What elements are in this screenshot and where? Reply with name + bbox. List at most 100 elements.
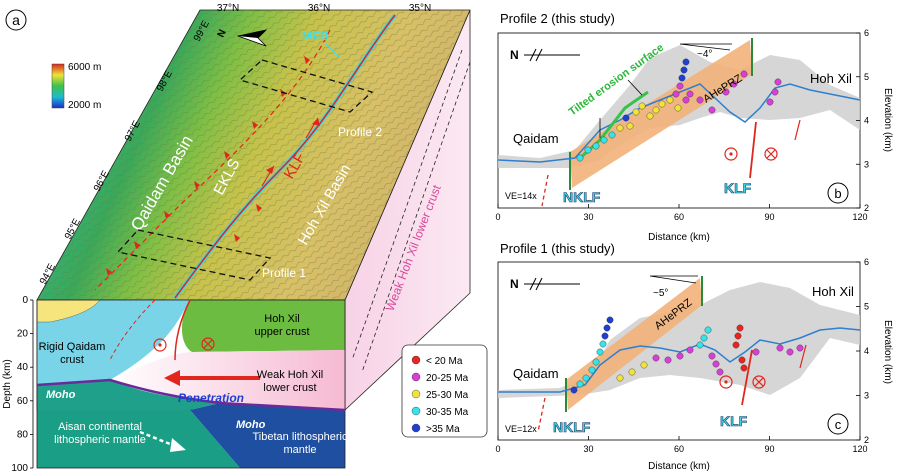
legend-swatch bbox=[411, 406, 421, 416]
x-tick-label: 90 bbox=[764, 444, 774, 454]
profile2-samples bbox=[576, 58, 782, 162]
qaidam-sediment bbox=[36, 299, 101, 323]
aisan-label-1: Aisan continental bbox=[58, 421, 142, 433]
profile2-into-page-icon bbox=[764, 147, 778, 161]
y-tick-label: 2 bbox=[864, 435, 869, 445]
weak-lower-label-1: Weak Hoh Xil bbox=[257, 369, 323, 381]
profile2-east-fault bbox=[794, 119, 801, 141]
profile2-angle-symbol bbox=[679, 43, 732, 51]
aisan-mantle bbox=[37, 380, 220, 410]
legend-item-label: 30-35 Ma bbox=[426, 407, 469, 418]
x-tick-label: 0 bbox=[495, 444, 500, 454]
sample-point bbox=[686, 90, 694, 98]
y-tick-label: 6 bbox=[864, 257, 869, 267]
sample-point bbox=[752, 348, 760, 356]
x-tick-label: 30 bbox=[583, 444, 593, 454]
profile2-nklf-label: NKLF bbox=[563, 189, 601, 205]
y-tick-label: 6 bbox=[864, 28, 869, 38]
x-tick-label: 30 bbox=[583, 212, 593, 222]
legend-swatch bbox=[411, 355, 421, 365]
into-page-cross-icon bbox=[203, 339, 213, 349]
sample-point bbox=[606, 316, 614, 324]
profile1-qaidam-label: Qaidam bbox=[513, 366, 559, 381]
out-of-page-dot-icon bbox=[158, 343, 162, 347]
x-tick-label: 120 bbox=[852, 212, 867, 222]
sample-point bbox=[616, 124, 624, 132]
profile1-into-page-cross-icon bbox=[754, 377, 764, 387]
x-tick-label: 90 bbox=[764, 212, 774, 222]
sample-point bbox=[596, 348, 604, 356]
sample-point bbox=[664, 356, 672, 364]
sample-point bbox=[599, 340, 607, 348]
tibetan-label-1: Tibetan lithospheric bbox=[253, 431, 348, 443]
sample-point bbox=[736, 324, 744, 332]
sample-point bbox=[771, 88, 779, 96]
meb-label: MEB bbox=[302, 29, 329, 43]
y-tick-label: 5 bbox=[864, 72, 869, 82]
profile2-box bbox=[238, 59, 374, 113]
north-arrow-icon bbox=[236, 29, 268, 47]
profile2-title: Profile 2 (this study) bbox=[500, 11, 615, 26]
profile1-klf-fault bbox=[741, 349, 753, 406]
profile2-map-label: Profile 2 bbox=[338, 125, 382, 139]
profile1-out-of-page-dot-icon bbox=[724, 380, 728, 384]
profile1-north-label: N bbox=[510, 277, 519, 291]
profile1-samples bbox=[570, 316, 804, 394]
profile2-out-of-page-dot-icon bbox=[729, 152, 733, 156]
sample-point bbox=[676, 352, 684, 360]
profile1-box bbox=[116, 229, 272, 281]
sample-point bbox=[774, 78, 782, 86]
profile1-y-title: Elevation (km) bbox=[882, 320, 893, 384]
profile2-aheprz-band bbox=[570, 40, 752, 188]
y-tick-label: 4 bbox=[864, 346, 869, 356]
sample-point bbox=[678, 74, 686, 82]
depth-tick-label: 100 bbox=[11, 463, 28, 472]
lat-label-37: 37°N bbox=[217, 3, 239, 14]
panel-a: a 6000 m 2000 m bbox=[2, 3, 471, 472]
profile2-out-of-page-icon bbox=[724, 147, 738, 161]
sample-point bbox=[680, 66, 688, 74]
tibetan-label-2: mantle bbox=[283, 444, 316, 456]
lat-label-36: 36°N bbox=[308, 3, 330, 14]
sample-point bbox=[652, 106, 660, 114]
surface-pointer-2 bbox=[627, 79, 643, 96]
penetration-arrow-head bbox=[164, 370, 180, 386]
profile1-angle-symbol bbox=[649, 275, 698, 284]
profile1-aheprz-band bbox=[566, 278, 702, 410]
sample-point bbox=[603, 324, 611, 332]
sample-point bbox=[646, 112, 654, 120]
profile1-x-title: Distance (km) bbox=[648, 461, 710, 472]
sample-point bbox=[696, 341, 704, 349]
sample-point bbox=[786, 348, 794, 356]
profile1-title: Profile 1 (this study) bbox=[500, 241, 615, 256]
slip-arrow-head-1 bbox=[312, 118, 320, 126]
sample-point bbox=[730, 80, 738, 88]
legend-item-label: < 20 Ma bbox=[426, 356, 463, 367]
slip-arrow-head-2 bbox=[266, 166, 274, 174]
legend-item-label: 25-30 Ma bbox=[426, 390, 469, 401]
legend-swatch bbox=[411, 423, 421, 433]
sample-point bbox=[628, 368, 636, 376]
profile1-swath bbox=[498, 282, 860, 398]
x-tick-label: 60 bbox=[674, 212, 684, 222]
tibetan-mantle bbox=[190, 403, 345, 468]
sample-point bbox=[638, 102, 646, 110]
age-legend: < 20 Ma 20-25 Ma 25-30 Ma 30-35 Ma >35 Ma bbox=[401, 344, 488, 438]
sample-point bbox=[704, 326, 712, 334]
sample-point bbox=[652, 354, 660, 362]
y-tick-label: 4 bbox=[864, 116, 869, 126]
rigid-qaidam-crust bbox=[37, 300, 190, 385]
sample-point bbox=[588, 366, 596, 374]
sample-point bbox=[766, 98, 774, 106]
profile2-angle-label: ~4° bbox=[697, 49, 712, 60]
sample-point bbox=[776, 344, 784, 352]
weak-lower-label-2: lower crust bbox=[263, 382, 316, 394]
sample-point bbox=[696, 96, 704, 104]
sample-point bbox=[734, 332, 742, 340]
panel-b-label-circle bbox=[827, 182, 849, 204]
subduction-arrow-head bbox=[170, 438, 186, 452]
lat-label-35: 35°N bbox=[409, 3, 431, 14]
sample-point bbox=[622, 114, 630, 122]
sample-point bbox=[601, 332, 609, 340]
